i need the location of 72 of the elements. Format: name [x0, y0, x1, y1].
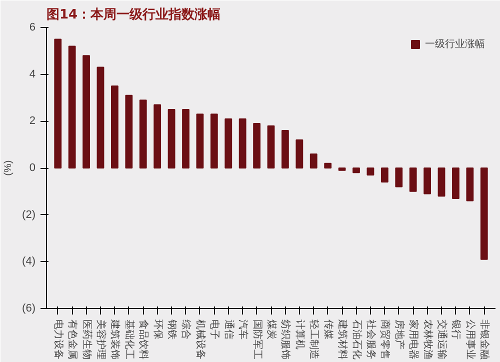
x-tick-label: 环保	[152, 320, 163, 340]
bar	[139, 100, 147, 168]
x-tick-label: 钢铁	[166, 318, 178, 340]
x-tick-label: 房地产	[393, 320, 406, 350]
x-tick-label: 农林牧渔	[422, 320, 434, 360]
x-tick-label: 交通运输	[436, 320, 448, 360]
bar	[238, 118, 246, 168]
bar	[380, 168, 388, 183]
x-tick-label: 建筑材料	[336, 318, 349, 360]
x-tick-label: 银行	[450, 318, 462, 340]
x-tick-label: 有色金属	[66, 320, 79, 360]
bar	[366, 168, 374, 176]
bar	[395, 168, 403, 188]
x-tick-label: 机械设备	[194, 320, 206, 360]
bar	[82, 55, 90, 168]
bar	[338, 168, 346, 171]
bar	[480, 168, 488, 260]
x-tick-label: 传媒	[322, 320, 334, 340]
bar	[438, 168, 446, 197]
y-axis-title: (%)	[3, 160, 14, 176]
chart-title: 图14：本周一级行业指数涨幅	[46, 8, 221, 22]
y-tick-label: (2)	[22, 208, 36, 221]
bar	[253, 123, 260, 168]
y-tick-label: (6)	[22, 302, 36, 314]
y-tick-label: 4	[29, 68, 36, 80]
bar	[125, 94, 133, 168]
x-tick-label: 煤炭	[266, 320, 278, 340]
bar	[324, 162, 332, 168]
x-tick-label: 综合	[180, 320, 192, 340]
bar	[409, 168, 417, 192]
x-tick-label: 家用电器	[408, 320, 420, 360]
x-tick-label: 美容护理	[94, 320, 107, 360]
bar	[224, 118, 232, 168]
y-tick-label: 0	[29, 162, 36, 174]
x-tick-label: 公用事业	[464, 320, 476, 360]
y-tick-label: (4)	[22, 256, 36, 268]
bar	[68, 46, 76, 168]
x-tick-label: 电子	[208, 320, 221, 340]
bar	[182, 108, 190, 168]
x-tick-label: 计算机	[294, 320, 306, 350]
bar	[267, 125, 275, 168]
y-tick-label: 6	[29, 22, 36, 34]
bar	[168, 108, 176, 168]
y-tick-label: 2	[29, 115, 36, 128]
bar	[282, 130, 289, 168]
bar	[210, 114, 218, 168]
x-tick-label: 轻工制造	[308, 320, 320, 360]
x-tick-label: 电力设备	[52, 320, 64, 360]
bar	[352, 168, 360, 174]
x-tick-label: 医药生物	[80, 320, 93, 360]
bar	[452, 168, 460, 199]
x-tick-label: 商贸零售	[379, 320, 392, 360]
x-tick-label: 汽车	[237, 320, 250, 340]
bar	[196, 114, 204, 168]
bar	[154, 104, 162, 168]
x-tick-label: 基础化工	[123, 320, 136, 360]
bar	[466, 168, 474, 202]
bar	[296, 139, 304, 168]
bar	[54, 38, 62, 168]
bar	[96, 66, 104, 168]
bar	[111, 86, 118, 168]
x-tick-label: 国防军工	[251, 320, 264, 360]
x-tick-label: 非银金融	[478, 320, 491, 360]
x-tick-label: 纺织服饰	[280, 320, 292, 360]
x-tick-label: 建筑装饰	[109, 318, 122, 360]
bar	[424, 168, 431, 194]
x-tick-label: 通信	[222, 320, 235, 340]
legend-label: 一级行业涨幅	[425, 38, 485, 51]
bar	[310, 153, 318, 168]
x-tick-label: 食品饮料	[138, 320, 150, 360]
x-tick-label: 石油石化	[350, 320, 363, 360]
x-tick-label: 社会服务	[364, 320, 377, 360]
